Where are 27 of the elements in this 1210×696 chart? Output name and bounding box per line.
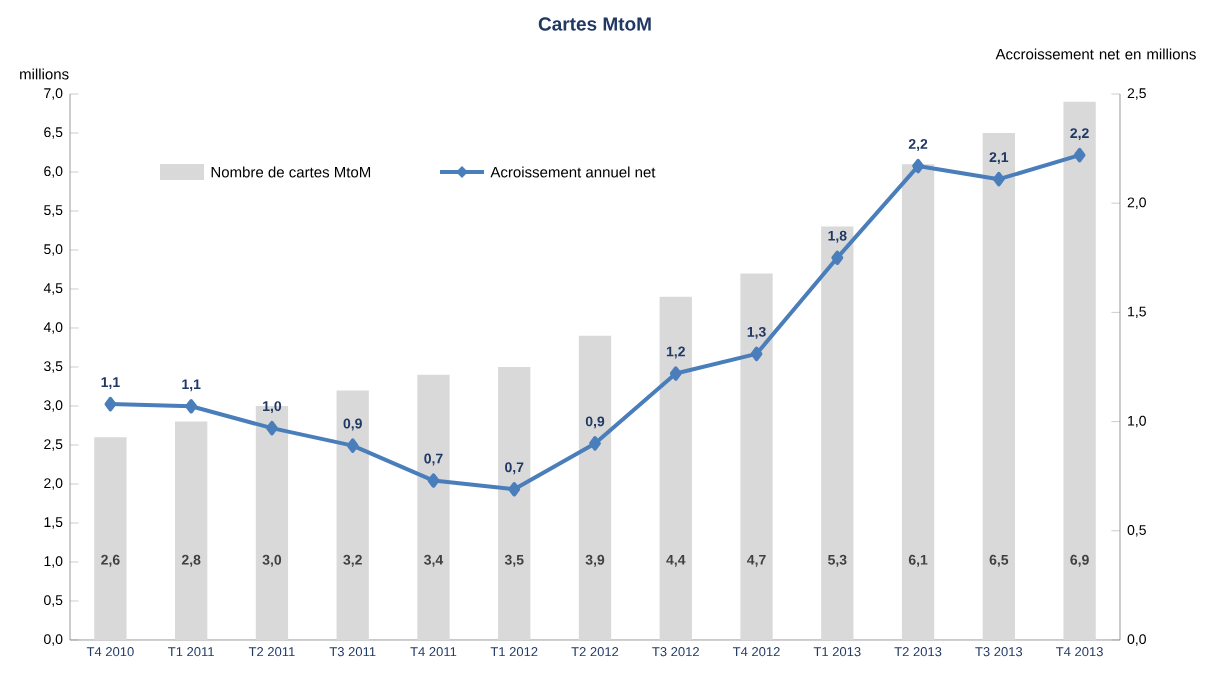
point xyxy=(185,399,198,414)
point xyxy=(508,482,521,497)
chart-title: Cartes MtoM xyxy=(538,17,651,31)
bar xyxy=(659,296,692,640)
point xyxy=(1073,147,1086,163)
bar xyxy=(417,374,450,640)
point xyxy=(831,250,844,265)
bar xyxy=(821,226,854,640)
point xyxy=(427,473,440,488)
point xyxy=(750,346,763,362)
bar xyxy=(336,390,369,640)
point xyxy=(992,171,1005,187)
point xyxy=(912,158,924,174)
bar xyxy=(175,421,208,640)
point xyxy=(266,420,278,436)
bar xyxy=(1063,101,1096,640)
bar xyxy=(94,437,127,640)
bar xyxy=(498,366,531,640)
bar xyxy=(901,164,935,640)
point xyxy=(104,396,117,412)
bar xyxy=(578,335,612,640)
point xyxy=(669,366,682,381)
bar xyxy=(740,273,773,640)
bar xyxy=(255,405,289,640)
point xyxy=(346,438,359,453)
point xyxy=(589,436,601,451)
bar xyxy=(982,132,1015,640)
